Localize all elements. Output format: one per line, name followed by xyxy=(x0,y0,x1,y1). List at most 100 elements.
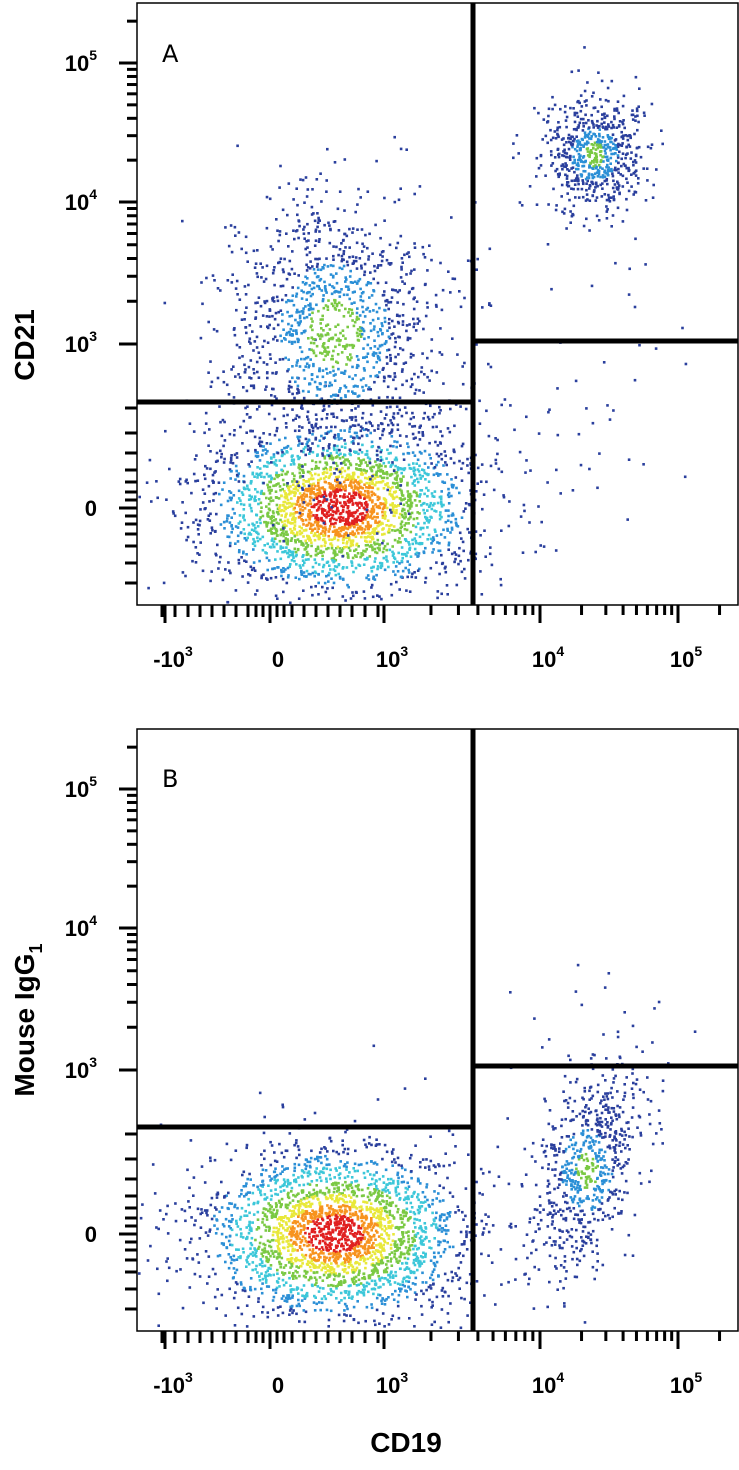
event-dot xyxy=(355,450,358,454)
event-dot xyxy=(372,277,375,281)
event-dot xyxy=(235,279,239,283)
event-dot xyxy=(577,179,580,182)
event-dot xyxy=(615,159,618,163)
event-dot xyxy=(414,329,418,332)
event-dot xyxy=(407,251,410,254)
event-dot xyxy=(287,182,291,185)
event-dot xyxy=(321,454,325,457)
event-dot xyxy=(363,557,367,561)
event-dot xyxy=(268,480,271,484)
event-dot xyxy=(288,340,291,344)
event-dot xyxy=(341,595,345,598)
tick-superscript: 5 xyxy=(89,47,97,63)
event-dot xyxy=(320,518,323,522)
event-dot xyxy=(384,500,388,504)
event-dot xyxy=(253,475,256,478)
event-dot xyxy=(321,511,324,514)
event-dot xyxy=(339,534,343,538)
event-dot xyxy=(363,369,366,372)
event-dot xyxy=(281,451,284,454)
event-dot xyxy=(285,277,289,281)
event-dot xyxy=(585,407,588,410)
dots-b xyxy=(138,963,697,1330)
event-dot xyxy=(336,323,340,327)
event-dot xyxy=(349,425,352,429)
event-dot xyxy=(225,520,229,523)
event-dot xyxy=(257,1188,260,1191)
event-dot xyxy=(274,459,278,462)
event-dot xyxy=(308,382,311,386)
event-dot xyxy=(173,514,177,518)
event-dot xyxy=(412,517,416,521)
event-dot xyxy=(595,183,598,186)
event-dot xyxy=(329,499,333,502)
event-dot xyxy=(366,352,370,355)
event-dot xyxy=(588,166,591,169)
event-dot xyxy=(341,345,345,348)
event-dot xyxy=(270,477,273,481)
event-dot xyxy=(368,545,372,548)
event-dot xyxy=(353,484,357,487)
event-dot xyxy=(321,1279,325,1282)
event-dot xyxy=(356,552,360,555)
event-dot xyxy=(326,323,330,326)
event-dot xyxy=(199,336,203,340)
event-dot xyxy=(335,339,339,342)
event-dot xyxy=(340,267,344,271)
event-dot xyxy=(389,582,393,586)
event-dot xyxy=(335,547,338,550)
event-dot xyxy=(423,373,426,376)
event-dot xyxy=(360,267,363,270)
event-dot xyxy=(366,360,369,364)
event-dot xyxy=(340,408,343,412)
event-dot xyxy=(278,186,281,189)
event-dot xyxy=(302,544,305,547)
event-dot xyxy=(255,408,259,411)
event-dot xyxy=(268,197,272,201)
event-dot xyxy=(311,529,314,532)
event-dot xyxy=(248,337,252,340)
event-dot xyxy=(296,387,299,391)
event-dot xyxy=(333,448,336,452)
event-dot xyxy=(317,572,320,576)
event-dot xyxy=(355,366,359,369)
event-dot xyxy=(461,382,465,386)
event-dot xyxy=(289,385,292,389)
event-dot xyxy=(476,257,479,261)
event-dot xyxy=(266,512,269,516)
event-dot xyxy=(577,182,580,186)
event-dot xyxy=(622,94,626,98)
event-dot xyxy=(340,254,344,258)
event-dot xyxy=(385,1270,389,1274)
event-dot xyxy=(570,70,574,74)
event-dot xyxy=(318,533,321,536)
event-dot xyxy=(348,275,352,278)
event-dot xyxy=(297,457,300,461)
event-dot xyxy=(334,345,337,349)
event-dot xyxy=(423,492,426,496)
event-dot xyxy=(591,159,594,163)
event-dot xyxy=(314,228,318,232)
event-dot xyxy=(391,1293,394,1296)
event-dot xyxy=(377,264,380,267)
event-dot xyxy=(383,196,386,200)
event-dot xyxy=(362,428,366,432)
event-dot xyxy=(192,521,195,524)
event-dot xyxy=(315,494,318,498)
event-dot xyxy=(256,301,259,304)
event-dot xyxy=(333,379,337,382)
event-dot xyxy=(238,514,242,517)
event-dot xyxy=(294,480,297,483)
event-dot xyxy=(339,468,342,472)
event-dot xyxy=(325,511,329,515)
event-dot xyxy=(587,119,590,122)
event-dot xyxy=(400,489,403,493)
event-dot xyxy=(284,294,288,297)
event-dot xyxy=(293,237,296,241)
event-dot xyxy=(349,512,353,516)
event-dot xyxy=(338,389,341,392)
event-dot xyxy=(569,106,572,110)
event-dot xyxy=(418,464,421,468)
event-dot xyxy=(324,475,328,478)
event-dot xyxy=(610,152,613,156)
